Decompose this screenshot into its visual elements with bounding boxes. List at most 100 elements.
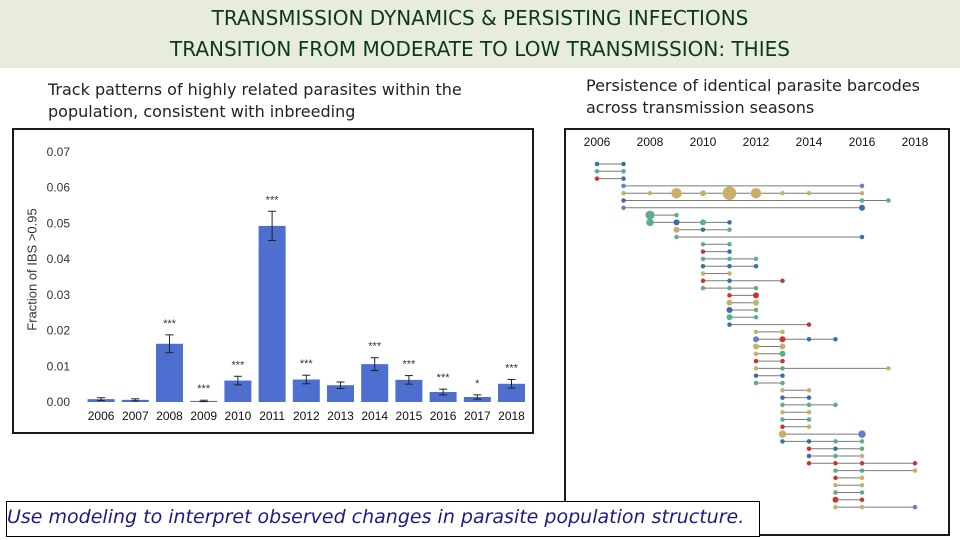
barcode-point: [726, 307, 733, 313]
barcode-point: [700, 278, 706, 284]
barcode-point: [832, 496, 839, 503]
barcode-point: [859, 461, 865, 466]
barcode-point: [806, 336, 812, 342]
footer-callout: Use modeling to interpret observed chang…: [6, 501, 760, 537]
barcode-point: [806, 190, 812, 196]
barcode-point: [859, 453, 865, 459]
barcode-point: [647, 190, 653, 196]
barcode-point: [780, 373, 785, 378]
significance-label: ***: [163, 318, 177, 330]
barcode-point: [727, 263, 732, 269]
barcode-point: [700, 285, 706, 291]
barcode-point: [727, 249, 732, 254]
y-tick-label: 0.06: [47, 181, 71, 195]
slide-title: TRANSMISSION DYNAMICS & PERSISTING INFEC…: [211, 6, 749, 30]
barcode-point: [780, 278, 785, 284]
significance-label: ***: [300, 358, 314, 370]
barcode-point: [859, 183, 865, 189]
x-tick-label: 2015: [396, 409, 423, 423]
x-tick-label: 2009: [190, 409, 217, 423]
barcode-point: [833, 482, 838, 488]
x-tick-label: 2012: [293, 409, 320, 423]
barcode-point: [700, 219, 706, 226]
barcode-point: [859, 468, 865, 473]
ibs-bar-chart-frame: 0.00 0.01 0.02 0.03 0.04 0.05 0.06 0.07 2006 2007…: [12, 128, 534, 434]
barcode-point: [753, 351, 759, 357]
bar: [292, 379, 320, 402]
significance-label: ***: [231, 359, 245, 371]
footer-text: Use modeling to interpret observed chang…: [7, 506, 745, 528]
barcode-point: [727, 227, 732, 232]
barcode-point: [886, 198, 891, 203]
right-caption: Persistence of identical parasite barcod…: [586, 76, 920, 117]
x-tick-label: 2017: [464, 409, 491, 423]
barcode-point: [621, 161, 626, 167]
barcode-point: [859, 190, 865, 196]
barcode-point: [700, 190, 706, 197]
barcode-point: [726, 314, 733, 321]
barcode-point: [753, 307, 759, 313]
bar: [395, 379, 423, 402]
barcode-point: [673, 226, 680, 233]
y-tick-label: 0.07: [47, 145, 71, 159]
barcode-point: [621, 169, 626, 174]
barcode-point: [780, 190, 785, 196]
barcode-point: [727, 220, 732, 225]
barcode-point: [722, 186, 737, 200]
x-tick-label: 2008: [637, 135, 664, 149]
x-tick-label: 2018: [498, 409, 525, 423]
barcode-point: [859, 446, 865, 451]
barcode-point: [859, 234, 865, 240]
barcode-point: [700, 249, 706, 254]
barcode-point: [727, 256, 732, 262]
barcode-point: [859, 482, 865, 488]
barcode-point: [780, 366, 785, 371]
barcode-point: [780, 388, 785, 393]
barcode-point: [594, 161, 600, 167]
barcode-point: [671, 187, 682, 199]
barcode-point: [700, 242, 706, 247]
x-tick-label: 2006: [88, 409, 115, 423]
significance-label: ***: [368, 341, 382, 353]
barcode-point: [753, 315, 759, 320]
barcode-point: [621, 183, 626, 189]
bar: [498, 383, 525, 402]
barcode-point: [806, 322, 812, 327]
barcode-point: [833, 475, 838, 481]
barcode-point: [674, 234, 679, 240]
barcode-point: [753, 380, 759, 386]
bar: [327, 385, 354, 402]
barcode-point: [779, 336, 786, 343]
barcode-point: [859, 475, 865, 481]
barcode-point: [806, 439, 812, 444]
slide-subtitle: TRANSITION FROM MODERATE TO LOW TRANSMIS…: [170, 37, 790, 61]
x-tick-label: 2013: [327, 409, 354, 423]
barcode-point: [753, 263, 759, 269]
barcode-point: [912, 504, 918, 510]
left-caption: Track patterns of highly related parasit…: [48, 80, 462, 121]
barcode-point: [806, 424, 812, 430]
barcode-point: [727, 242, 732, 247]
barcode-point: [780, 402, 785, 408]
barcode-point: [594, 176, 600, 181]
barcode-point: [727, 293, 732, 298]
y-tick-label: 0.01: [47, 359, 71, 373]
barcode-persistence-frame: 2006 2008 2010 2012 2014 2016 2018: [564, 128, 950, 536]
barcode-point: [646, 218, 654, 227]
barcode-point: [621, 198, 626, 203]
barcode-point: [806, 453, 812, 459]
bar: [429, 392, 457, 402]
y-tick-label: 0.00: [47, 395, 71, 409]
bar-chart-y-axis-label: Fraction of IBS >0.95: [24, 208, 40, 331]
barcode-point: [621, 205, 626, 211]
barcode-point: [780, 417, 785, 422]
barcode-point: [674, 212, 679, 218]
barcode-point: [806, 417, 812, 422]
bar: [156, 343, 183, 402]
barcode-point: [594, 169, 600, 174]
barcode-point: [726, 299, 733, 306]
barcode-point: [833, 402, 838, 408]
barcode-point: [859, 204, 865, 211]
significance-label: ***: [266, 194, 280, 206]
barcode-point: [806, 402, 812, 408]
